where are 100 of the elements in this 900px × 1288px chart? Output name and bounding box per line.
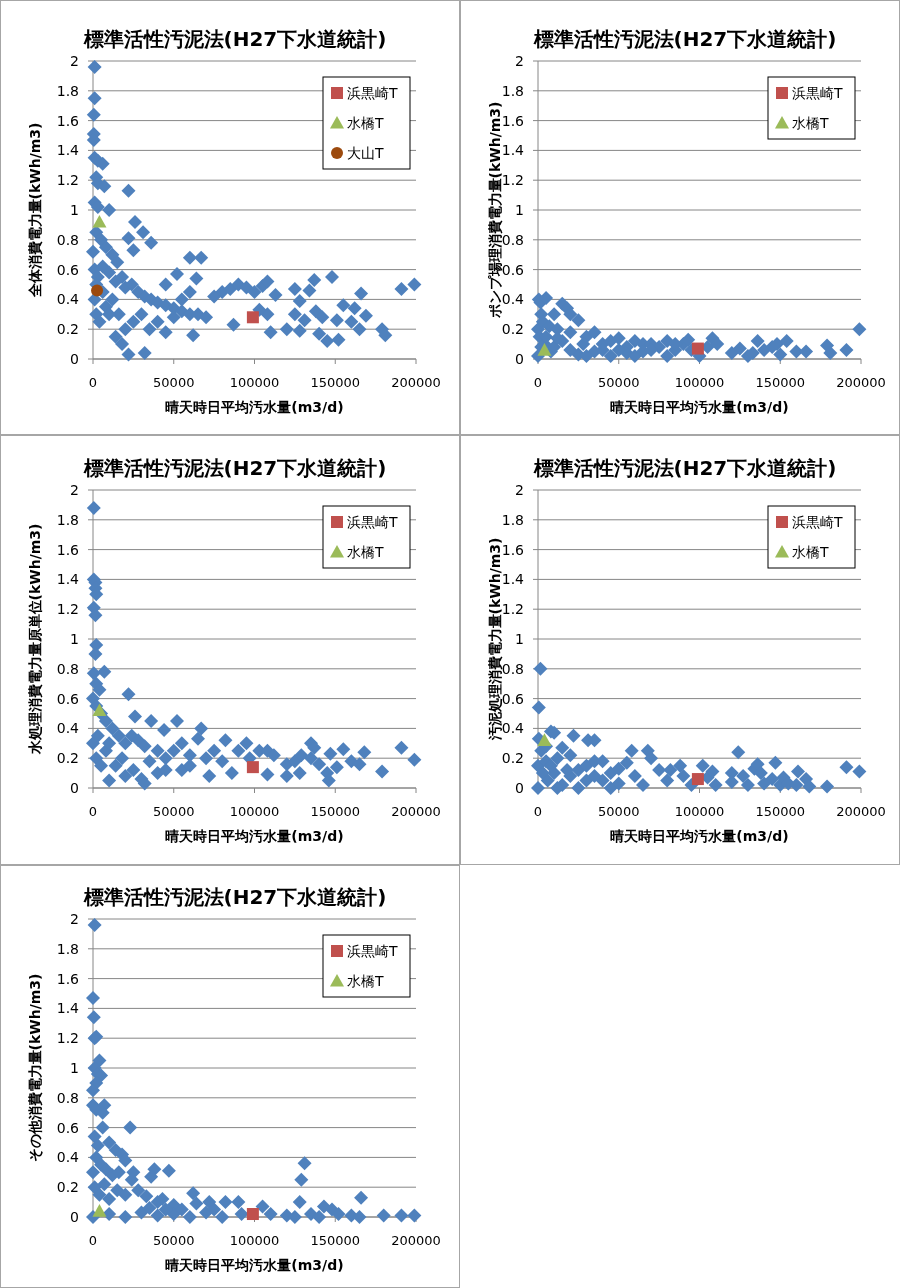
y-axis-title: その他消費電力量(kWh/m3) [27, 973, 43, 1163]
y-tick-label: 0.4 [56, 720, 80, 737]
y-tick-label: 0 [515, 780, 524, 796]
x-tick-label: 50000 [598, 375, 640, 390]
x-tick-label: 100000 [674, 375, 725, 390]
legend-label: 水橋T [347, 973, 384, 989]
x-tick-label: 50000 [153, 1233, 195, 1248]
y-tick-label: 0.4 [501, 291, 525, 308]
y-tick-label: 0.2 [56, 321, 79, 338]
x-tick-label: 100000 [229, 804, 280, 819]
y-tick-label: 1.8 [501, 511, 524, 528]
y-tick-label: 0.4 [56, 291, 80, 308]
y-tick-label: 0.8 [56, 231, 79, 248]
x-tick-label: 200000 [836, 375, 886, 390]
legend-label: 水橋T [792, 115, 829, 131]
chart-title: 標準活性汚泥法(H27下水道統計) [82, 885, 387, 909]
x-axis-title: 晴天時日平均汚水量(m3/d) [610, 828, 789, 844]
y-tick-label: 0.8 [56, 660, 79, 677]
x-tick-label: 50000 [153, 375, 195, 390]
legend-label: 浜黒崎T [792, 514, 843, 530]
y-tick-label: 0.6 [56, 261, 80, 278]
x-tick-label: 50000 [598, 804, 640, 819]
y-tick-label: 1.6 [501, 541, 525, 558]
y-tick-label: 1.4 [501, 571, 525, 588]
x-tick-label: 150000 [755, 375, 806, 390]
y-tick-label: 0.4 [501, 720, 525, 737]
y-tick-label: 1 [70, 631, 79, 647]
legend-label: 水橋T [792, 544, 829, 560]
legend-label: 水橋T [347, 544, 384, 560]
y-axis-title: 全体消費電力量(kWh/m3) [27, 122, 43, 299]
x-tick-label: 50000 [153, 804, 195, 819]
y-axis-title: 汚泥処理消費電力量(kWh/m3) [487, 537, 503, 742]
y-tick-label: 1.8 [56, 511, 79, 528]
y-tick-label: 0.2 [56, 750, 79, 767]
x-tick-label: 200000 [391, 1233, 441, 1248]
legend-label: 大山T [347, 145, 384, 161]
x-axis-title: 晴天時日平均汚水量(m3/d) [610, 399, 789, 415]
y-tick-label: 0 [70, 351, 79, 367]
y-tick-label: 0.4 [56, 1149, 80, 1166]
chart-title: 標準活性汚泥法(H27下水道統計) [82, 456, 387, 480]
y-tick-label: 1 [70, 202, 79, 218]
y-tick-label: 0.2 [501, 321, 524, 338]
y-tick-label: 1.4 [56, 142, 80, 159]
x-tick-label: 0 [88, 804, 98, 819]
chart-title: 標準活性汚泥法(H27下水道統計) [82, 27, 387, 51]
y-tick-label: 0.8 [501, 660, 524, 677]
y-tick-label: 0.6 [501, 261, 525, 278]
y-tick-label: 1.6 [56, 541, 80, 558]
y-tick-label: 2 [515, 482, 524, 498]
y-tick-label: 1.4 [56, 1000, 80, 1017]
y-tick-label: 2 [70, 911, 79, 927]
y-tick-label: 0 [70, 1209, 79, 1225]
x-tick-label: 100000 [229, 375, 280, 390]
y-tick-label: 1.2 [501, 172, 524, 189]
legend-label: 浜黒崎T [347, 943, 398, 959]
y-tick-label: 1.2 [56, 601, 79, 618]
y-tick-label: 1.2 [56, 1030, 79, 1047]
y-tick-label: 1.4 [56, 571, 80, 588]
chart-title: 標準活性汚泥法(H27下水道統計) [532, 456, 837, 480]
x-tick-label: 100000 [229, 1233, 280, 1248]
y-tick-label: 1.6 [56, 970, 80, 987]
x-tick-label: 0 [533, 804, 543, 819]
y-tick-label: 1.2 [501, 601, 524, 618]
legend-label: 浜黒崎T [347, 85, 398, 101]
x-tick-label: 0 [88, 375, 98, 390]
x-tick-label: 100000 [674, 804, 725, 819]
x-tick-label: 150000 [755, 804, 806, 819]
y-axis-title: 水処理消費電力量原単位(kWh/m3) [27, 523, 43, 756]
y-tick-label: 2 [515, 53, 524, 69]
y-tick-label: 2 [70, 482, 79, 498]
y-tick-label: 1.8 [501, 82, 524, 99]
x-tick-label: 200000 [836, 804, 886, 819]
y-tick-label: 0.2 [56, 1179, 79, 1196]
x-tick-label: 0 [533, 375, 543, 390]
y-tick-label: 0.2 [501, 750, 524, 767]
x-axis-title: 晴天時日平均汚水量(m3/d) [165, 399, 344, 415]
legend-label: 浜黒崎T [792, 85, 843, 101]
x-axis-title: 晴天時日平均汚水量(m3/d) [165, 828, 344, 844]
y-tick-label: 2 [70, 53, 79, 69]
y-tick-label: 0 [70, 780, 79, 796]
legend-label: 浜黒崎T [347, 514, 398, 530]
y-tick-label: 1.8 [56, 940, 79, 957]
y-tick-label: 0.6 [56, 1119, 80, 1136]
x-tick-label: 150000 [310, 375, 361, 390]
y-tick-label: 1 [515, 202, 524, 218]
y-tick-label: 1.6 [501, 112, 525, 129]
y-tick-label: 1.8 [56, 82, 79, 99]
y-tick-label: 1.6 [56, 112, 80, 129]
legend-label: 水橋T [347, 115, 384, 131]
y-tick-label: 0 [515, 351, 524, 367]
x-tick-label: 200000 [391, 375, 441, 390]
x-tick-label: 150000 [310, 804, 361, 819]
y-tick-label: 1 [515, 631, 524, 647]
x-axis-title: 晴天時日平均汚水量(m3/d) [165, 1257, 344, 1273]
y-tick-label: 1.4 [501, 142, 525, 159]
chart-title: 標準活性汚泥法(H27下水道統計) [532, 27, 837, 51]
x-tick-label: 200000 [391, 804, 441, 819]
y-tick-label: 1 [70, 1060, 79, 1076]
x-tick-label: 150000 [310, 1233, 361, 1248]
y-tick-label: 0.6 [501, 690, 525, 707]
